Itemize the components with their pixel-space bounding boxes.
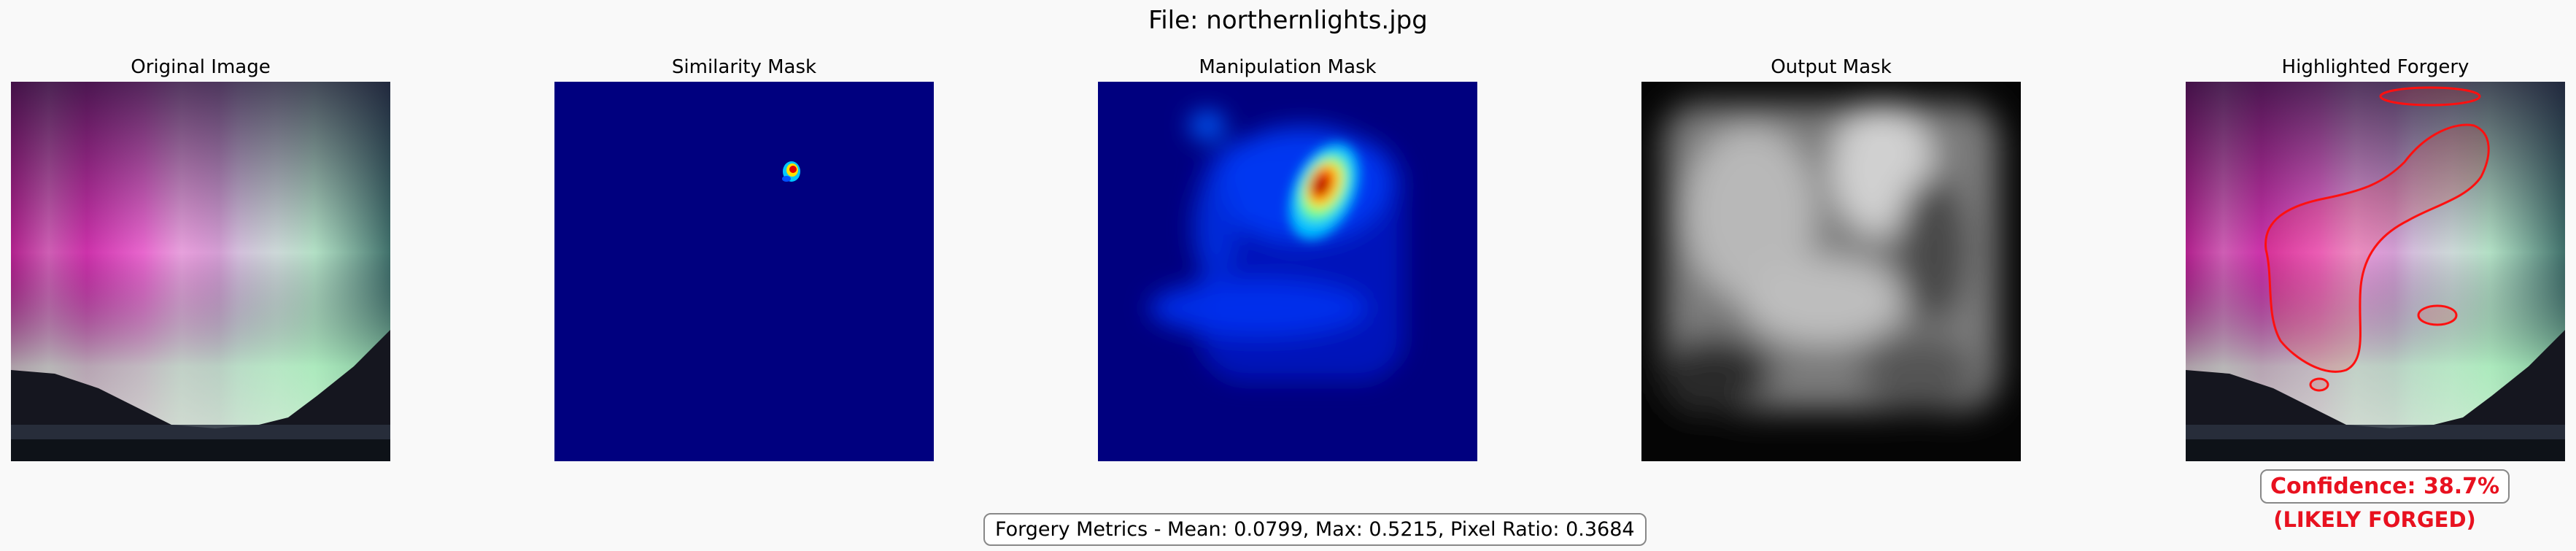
original-image xyxy=(11,82,390,461)
panel-title: Highlighted Forgery xyxy=(2281,56,2469,78)
output-mask xyxy=(1641,82,2021,461)
verdict-label: (LIKELY FORGED) xyxy=(2273,507,2476,532)
manipulation-mask-panel: Manipulation Mask xyxy=(1098,54,1477,461)
output-mask-panel: Output Mask xyxy=(1641,54,2021,461)
similarity-mask-panel: Similarity Mask xyxy=(554,54,934,461)
panel-title: Manipulation Mask xyxy=(1199,56,1377,78)
figure-title: File: northernlights.jpg xyxy=(1148,6,1428,35)
original-image-panel: Original Image xyxy=(11,54,390,461)
similarity-mask xyxy=(554,82,934,461)
panel-title: Original Image xyxy=(131,56,271,78)
panel-title: Similarity Mask xyxy=(671,56,817,78)
forgery-contours xyxy=(2264,86,2490,392)
highlighted-forgery-panel: Highlighted Forgery xyxy=(2186,54,2565,461)
panel-title: Output Mask xyxy=(1771,56,1892,78)
confidence-label: Confidence: 38.7% xyxy=(2260,469,2510,504)
highlighted-forgery-image xyxy=(2186,82,2565,461)
manipulation-mask xyxy=(1098,82,1477,461)
forgery-metrics: Forgery Metrics - Mean: 0.0799, Max: 0.5… xyxy=(983,513,1647,546)
